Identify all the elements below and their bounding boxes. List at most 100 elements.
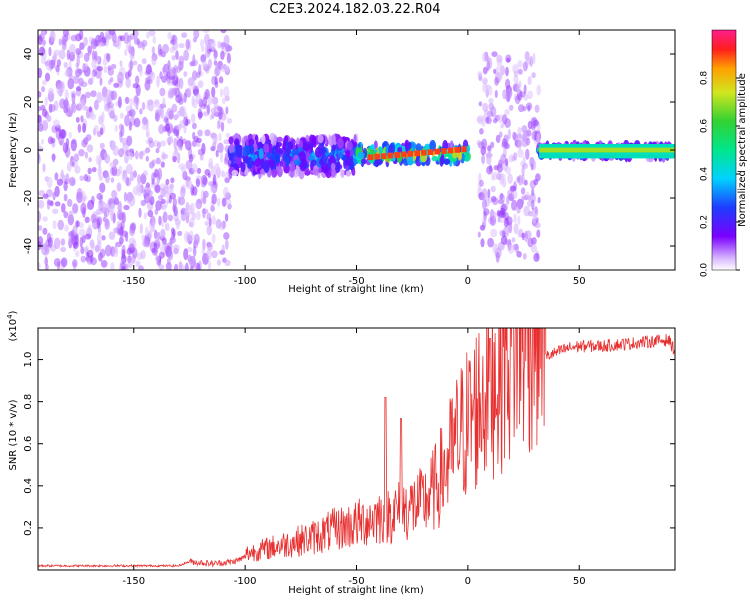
spectrogram-cell (73, 241, 79, 249)
spectrogram-cell (139, 266, 143, 270)
spectrogram-cell (158, 251, 165, 259)
spectrogram-cell (159, 71, 163, 80)
spectrogram-cell (477, 231, 481, 238)
spectrogram-cell (166, 71, 171, 79)
spectrogram-cell (183, 231, 190, 243)
spectrogram-cell (186, 246, 193, 253)
spectrogram-cell (80, 81, 88, 88)
spectrogram-cell (56, 59, 62, 67)
spectrogram-cell (231, 169, 239, 176)
spectrogram-cell (80, 255, 87, 263)
snr-x-ticks: -150 -100 -50 0 50 (122, 328, 586, 587)
colorbar-ticks: 0.0 0.2 0.4 0.6 0.8 (700, 71, 740, 277)
spectrogram-cell (482, 216, 487, 226)
spectrogram-cell (516, 207, 521, 214)
spectrogram-cell (169, 192, 176, 200)
spectrogram-cell (75, 62, 79, 69)
spectrogram-cell (121, 254, 127, 264)
spectrogram-cell (212, 141, 217, 150)
spectrogram-cell (60, 168, 64, 178)
spectrogram-cell (138, 207, 142, 218)
spectrogram-cell (517, 133, 523, 140)
spectrogram-cell (123, 191, 128, 202)
spectrogram-cell (485, 152, 492, 159)
spectrogram-cell (111, 140, 117, 149)
spectrogram-cell (261, 134, 266, 145)
spectrogram-cell (49, 104, 56, 112)
spectrogram-cell (178, 55, 185, 66)
spectrogram-hot-cell (401, 151, 407, 158)
spectrogram-cell (169, 66, 175, 77)
spectrogram-cell (157, 48, 164, 57)
spectrogram-cell (277, 136, 283, 142)
spectrogram-cell (77, 123, 82, 133)
spectrogram-cell (68, 43, 76, 56)
spectrogram-cell (526, 129, 532, 137)
spectrogram-cell (260, 168, 265, 175)
spectrogram-cell (407, 141, 412, 150)
spectrogram-cell (345, 170, 352, 177)
spectrogram-cell (101, 36, 107, 44)
colorbar: 0.0 0.2 0.4 0.6 0.8 Normalized spectral ampl… (700, 29, 748, 277)
spectrogram-cell (129, 98, 133, 110)
spectrogram-cell (136, 182, 142, 192)
spectrogram-cell (82, 122, 87, 133)
x-tick-label: 50 (573, 276, 586, 287)
spectrogram-cell (48, 46, 52, 57)
spectrogram-cell (517, 148, 524, 158)
spectrogram-cell (102, 217, 106, 222)
spectrogram-cell (497, 73, 503, 80)
spectrogram-cell (493, 165, 499, 171)
y-tick-label: 1.0 (23, 352, 34, 368)
spectrogram-cell (464, 155, 470, 162)
spectrogram-cell (160, 161, 165, 168)
spectrogram-cell (38, 236, 44, 247)
spectrogram-cell (500, 207, 506, 216)
spectrogram-cell (183, 71, 188, 77)
spectrogram-cell (211, 233, 216, 244)
spectrogram-cell (118, 148, 124, 158)
spectrogram-cell (147, 63, 151, 72)
spectrogram-cell (522, 61, 528, 72)
spectrogram-cell (499, 131, 503, 138)
spectrogram-cell (165, 178, 170, 186)
spectrogram-cell (80, 202, 87, 215)
spectrogram-cell (41, 138, 44, 145)
spectrogram-cell (91, 167, 97, 173)
spectrogram-cell (154, 184, 161, 194)
spectrogram-cell (266, 151, 272, 159)
spectrogram-cell (523, 179, 528, 186)
spectrogram-cell (156, 231, 161, 241)
spectrogram-cell (124, 114, 130, 127)
spectrogram-cell (125, 177, 132, 187)
spectrogram-cell (90, 38, 98, 50)
spectrogram-cell (522, 253, 527, 260)
spectrogram-cell (207, 172, 211, 178)
spectrogram-cell (191, 163, 198, 174)
spectrogram-cell (479, 179, 484, 187)
spectrogram-cell (41, 86, 46, 93)
spectrogram-cell (109, 76, 114, 83)
spectrogram-cell (537, 197, 541, 204)
spectrogram-cell (76, 187, 83, 200)
spectrogram-cell (207, 260, 212, 270)
spectrogram-cell (483, 208, 490, 216)
spectrogram-cell (488, 97, 494, 104)
spectrogram-cell (525, 191, 530, 199)
spectrogram-cell (491, 211, 497, 220)
spectrogram-hot-cell (421, 149, 427, 156)
spectrogram-cell (104, 244, 112, 257)
spectrogram-cell (74, 165, 81, 174)
spectrogram-hot-cell (461, 146, 467, 153)
spectrogram-cell (142, 238, 148, 247)
spectrogram-cell (482, 188, 488, 199)
spectrogram-cell (161, 153, 169, 159)
spectrogram-cell (274, 153, 281, 164)
spectrogram-cell (117, 201, 122, 213)
spectrogram-cell (200, 38, 205, 48)
spectrogram-cell (192, 122, 197, 130)
spectrogram-cell (58, 38, 63, 46)
y-tick-label: 0.4 (23, 478, 34, 494)
spectrogram-cell (461, 154, 466, 161)
spectrogram-cell (357, 151, 365, 159)
